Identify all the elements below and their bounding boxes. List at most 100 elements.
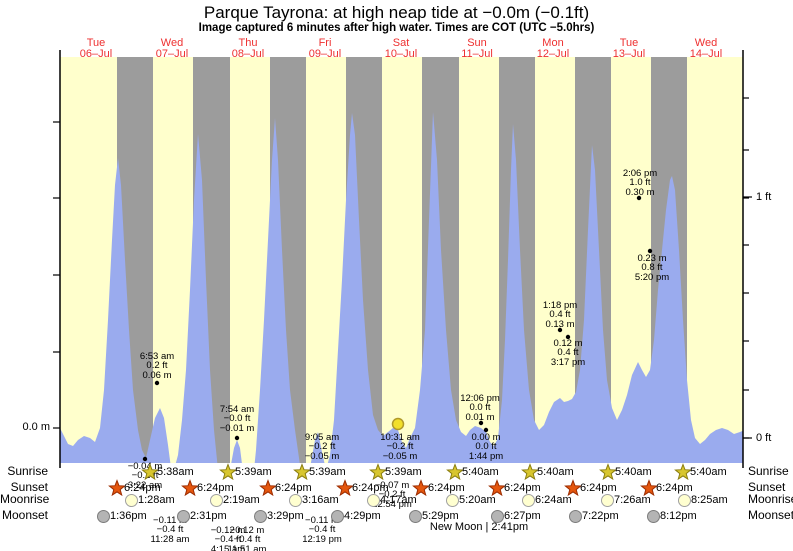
sunset-time: 6:24pm [428, 482, 465, 494]
tide-point-dot [478, 420, 484, 426]
tide-annotation-line: 12:06 pm [460, 393, 500, 404]
tide-annotation-line: 0.8 ft [641, 262, 663, 274]
tide-annotation-line: −0.4 ft [214, 534, 242, 546]
tide-annotation-line: 1:44 pm [468, 450, 504, 462]
tide-annotation-line: −0.2 ft [308, 441, 336, 453]
day-name: Fri [318, 37, 332, 49]
moonset-circle [331, 510, 344, 523]
tide-annotation: 6:53 am 0.2 ft 0.06 m [140, 352, 174, 381]
day-label: Mon 12–Jul [537, 38, 569, 60]
tide-annotation-line: 0.13 m [545, 318, 575, 330]
tide-annotation-line: 0.01 m [465, 411, 495, 423]
day-date: 12–Jul [536, 48, 570, 60]
astro-row-label-right: Moonset [748, 508, 793, 522]
day-date: 13–Jul [612, 48, 646, 60]
sunset-time: 6:24pm [124, 482, 161, 494]
sunrise-time: 5:40am [462, 466, 499, 478]
day-label: Wed 14–Jul [690, 38, 722, 60]
moonrise-time: 1:28am [138, 494, 175, 506]
tide-annotation-line: −0.01 m [219, 422, 255, 434]
astro-row-label-left: Sunrise [7, 464, 48, 478]
tide-annotation-line: 0.00 m [471, 432, 501, 443]
moonset-circle [254, 510, 267, 523]
tide-annotation: 0.12 m 0.4 ft 3:17 pm [551, 339, 585, 368]
moonrise-circle [678, 494, 691, 507]
sunset-time: 6:24pm [352, 482, 389, 494]
astro-row-label-left: Moonrise [0, 492, 50, 506]
tide-annotation-line: −0.4 ft [308, 524, 336, 536]
tide-annotation-line: −0.12 m [229, 525, 265, 536]
tide-annotation-line: 0.0 ft [475, 441, 497, 453]
moonset-time: 7:22pm [582, 510, 619, 522]
astro-row-label-left: Sunset [10, 480, 48, 494]
sunrise-time: 5:40am [615, 466, 652, 478]
page-title: Parque Tayrona: at high neap tide at −0.… [203, 3, 590, 22]
tide-point-dot [647, 248, 653, 254]
tide-annotation-line: −0.07 m [374, 480, 410, 491]
tide-point-dot [142, 456, 148, 462]
day-date: 11–Jul [461, 48, 493, 60]
sunrise-star [369, 463, 387, 481]
moonset-circle [491, 510, 504, 523]
day-label: Tue 13–Jul [613, 38, 645, 60]
tide-curve-area [60, 112, 743, 463]
tide-annotation-line: 3:22 am [127, 479, 163, 491]
tide-annotation: −0.12 m −0.4 ft 11:51 am [228, 526, 267, 551]
tide-annotation-line: −0.2 ft [386, 441, 414, 453]
tide-annotation: 9:05 am −0.2 ft −0.05 m [305, 433, 340, 462]
sunrise-time: 5:40am [690, 466, 727, 478]
sunrise-time: 5:39am [385, 466, 422, 478]
current-time-sun-marker [391, 417, 405, 431]
sunset-star [640, 479, 658, 497]
day-date: 09–Jul [308, 48, 342, 60]
tide-annotation: −0.04 m −0.1 ft 3:22 am [127, 462, 163, 491]
tide-annotation: −0.11 m −0.4 ft 11:28 am [151, 515, 190, 545]
tide-annotation: 7:54 am −0.0 ft −0.01 m [219, 405, 255, 434]
day-name: Thu [238, 37, 258, 49]
day-name: Wed [694, 37, 718, 49]
sunrise-star [141, 463, 159, 481]
tide-annotation-line: −0.11 m [153, 515, 187, 526]
sunset-star [181, 479, 199, 497]
tide-point-dot [636, 195, 642, 201]
moonset-time: 1:36pm [110, 510, 147, 522]
sunrise-time: 5:40am [537, 466, 574, 478]
moonrise-time: 2:19am [223, 494, 260, 506]
tide-annotation-line: 10:31 am [380, 432, 420, 443]
moonset-time: 2:31pm [190, 510, 227, 522]
tide-annotation-line: −0.4 ft [156, 524, 184, 536]
moonset-time: 3:29pm [267, 510, 304, 522]
sunset-star [412, 479, 430, 497]
tide-point-dot [565, 334, 571, 340]
day-name: Sun [467, 37, 487, 49]
day-label: Fri 09–Jul [309, 38, 341, 60]
sunrise-time: 5:38am [157, 466, 194, 478]
tide-annotation-line: 12:54 pm [372, 498, 412, 510]
sunrise-star [521, 463, 539, 481]
day-label: Tue 06–Jul [80, 38, 112, 60]
tide-annotation: 10:31 am −0.2 ft −0.05 m [380, 432, 420, 462]
tide-annotation: 2:06 pm 1.0 ft 0.30 m [623, 169, 657, 198]
tide-annotation-line: 11:51 am [227, 543, 267, 551]
moonrise-circle [522, 494, 535, 507]
moonrise-circle [289, 494, 302, 507]
tide-annotation: −0.11 m −0.4 ft 12:19 pm [302, 516, 342, 545]
sunset-time: 6:24pm [275, 482, 312, 494]
sunset-time: 6:24pm [656, 482, 693, 494]
moonset-circle [409, 510, 422, 523]
moonrise-circle [210, 494, 223, 507]
sunset-star [259, 479, 277, 497]
tide-annotation-line: −0.05 m [382, 450, 418, 462]
sunrise-time: 5:39am [235, 466, 272, 478]
tide-point-dot [154, 380, 160, 386]
sunset-star [488, 479, 506, 497]
tide-annotation-line: 0.0 ft [469, 402, 491, 414]
tide-annotation-line: 0.23 m [637, 253, 667, 264]
moonrise-time: 6:24am [535, 494, 572, 506]
day-name: Mon [542, 37, 564, 49]
day-date: 14–Jul [689, 48, 723, 60]
tide-annotation: −0.07 m −0.2 ft 12:54 pm [372, 480, 412, 510]
astro-row-label-left: Moonset [1, 508, 48, 522]
tide-annotation: 1:18 pm 0.4 ft 0.13 m [543, 301, 577, 330]
